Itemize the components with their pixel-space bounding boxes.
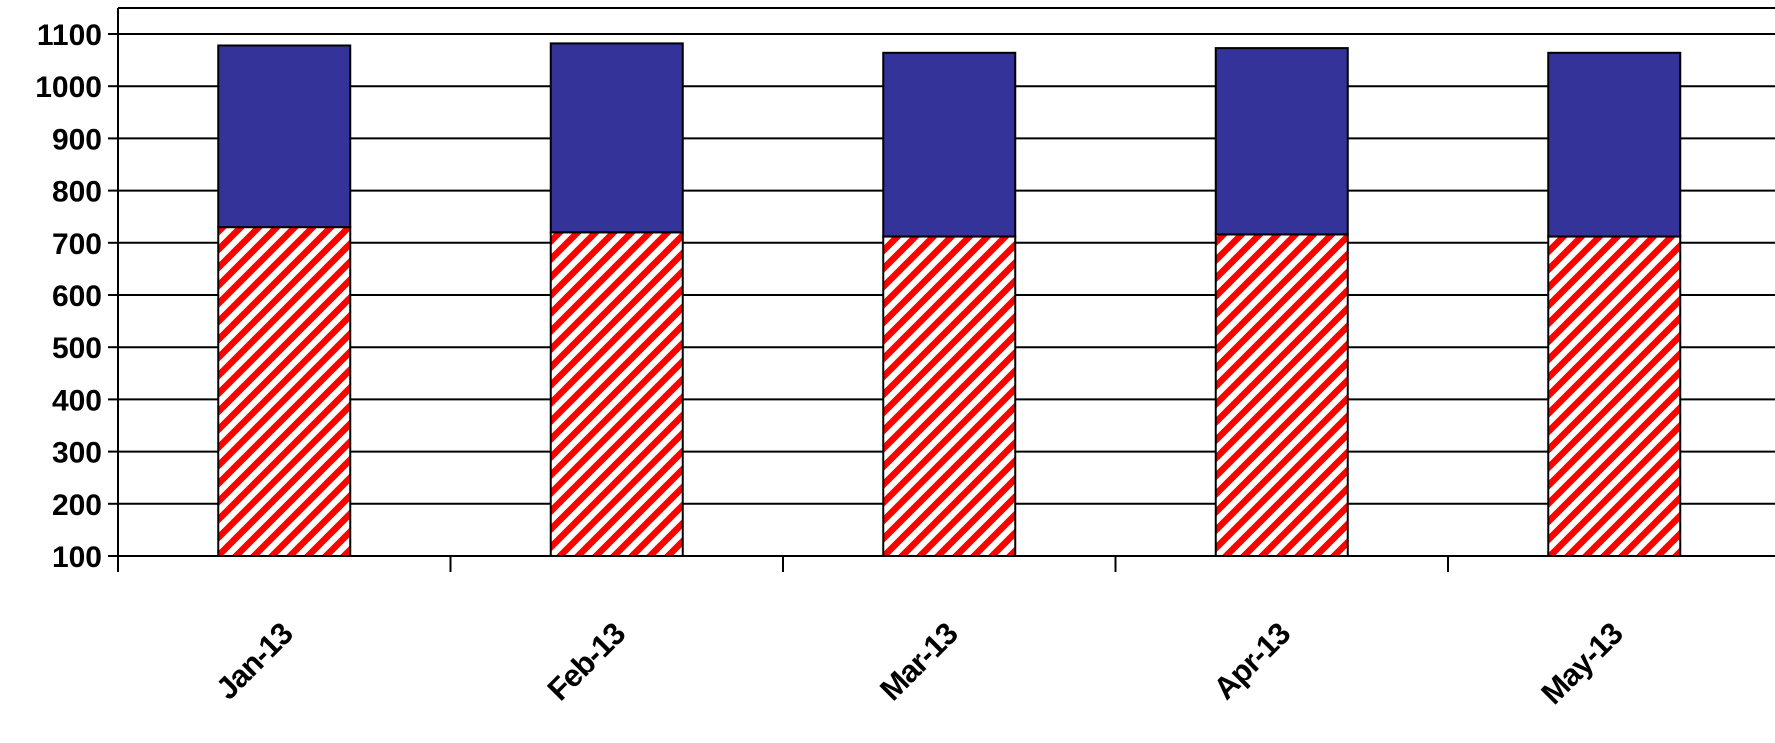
y-axis-labels: 100 200 300 400 500 600 700 800 900 1000 1100	[35, 19, 102, 574]
x-category-label: Apr-13	[1207, 616, 1297, 706]
y-tick-label: 500	[52, 332, 102, 365]
bar-series-2	[1214, 47, 1349, 236]
y-tick-label: 100	[52, 541, 102, 574]
bar-series-2	[217, 44, 352, 229]
bar-series-2	[1547, 51, 1682, 238]
y-tick-label: 400	[52, 384, 102, 417]
x-axis-labels: Jan-13 Feb-13 Mar-13 Apr-13 May-13	[209, 616, 1630, 711]
bar-series-1	[1214, 233, 1349, 557]
y-tick-label: 700	[52, 228, 102, 261]
axes	[108, 7, 1775, 572]
x-category-label: Feb-13	[541, 616, 633, 708]
y-tick-label: 600	[52, 280, 102, 313]
bar-series-1	[1547, 235, 1682, 557]
y-tick-label: 900	[52, 123, 102, 156]
y-tick-label: 200	[52, 489, 102, 522]
bar-series-2	[882, 51, 1017, 238]
bar-series-2	[549, 42, 684, 234]
bar-series-1	[882, 235, 1017, 557]
bars	[217, 42, 1682, 558]
x-category-label: Mar-13	[873, 616, 965, 708]
y-tick-label: 800	[52, 176, 102, 209]
y-tick-label: 1100	[37, 19, 102, 52]
y-tick-label: 300	[52, 437, 102, 470]
bar-series-1	[549, 231, 684, 558]
x-category-label: Jan-13	[209, 616, 299, 706]
y-tick-label: 1000	[35, 71, 102, 104]
bar-series-1	[217, 226, 352, 557]
x-category-label: May-13	[1534, 616, 1629, 711]
